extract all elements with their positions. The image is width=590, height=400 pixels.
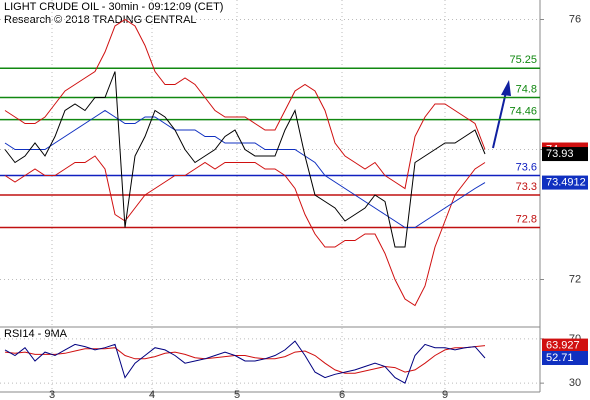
last-value-label: 52.71: [546, 352, 574, 364]
y-tick-label: 30: [569, 377, 581, 389]
chart-title: LIGHT CRUDE OIL - 30min - 09:12:09 (CET): [4, 1, 223, 13]
series-line: [4, 155, 486, 307]
level-label: 74.8: [516, 83, 537, 95]
last-value-label: 63.927: [546, 339, 580, 351]
rsi-title: RSI14 - 9MA: [4, 328, 68, 340]
x-tick-label: 3: [49, 389, 55, 400]
series-line: [4, 71, 486, 248]
last-value-tag: [542, 175, 588, 190]
y-tick-label: 72: [569, 273, 581, 285]
series-line: [4, 109, 486, 228]
x-tick-label: 5: [234, 389, 240, 400]
x-tick-label: 9: [442, 389, 448, 400]
level-label: 73.6: [516, 161, 537, 173]
last-value-label: 73.4912: [546, 176, 586, 188]
x-tick-label: 4: [149, 389, 155, 400]
series-line: [4, 340, 486, 384]
series-line: [4, 345, 486, 374]
y-tick-label: 76: [569, 13, 581, 25]
level-label: 75.25: [509, 54, 537, 66]
level-label: 72.8: [516, 213, 537, 225]
last-value-label: 73.93: [546, 148, 574, 160]
x-tick-label: 6: [339, 389, 345, 400]
last-value-tag: [542, 350, 588, 365]
level-label: 73.3: [516, 181, 537, 193]
last-value-tag: [542, 147, 588, 162]
level-label: 74.46: [509, 106, 537, 118]
series-line: [4, 18, 486, 190]
last-value-tag: [542, 338, 588, 353]
